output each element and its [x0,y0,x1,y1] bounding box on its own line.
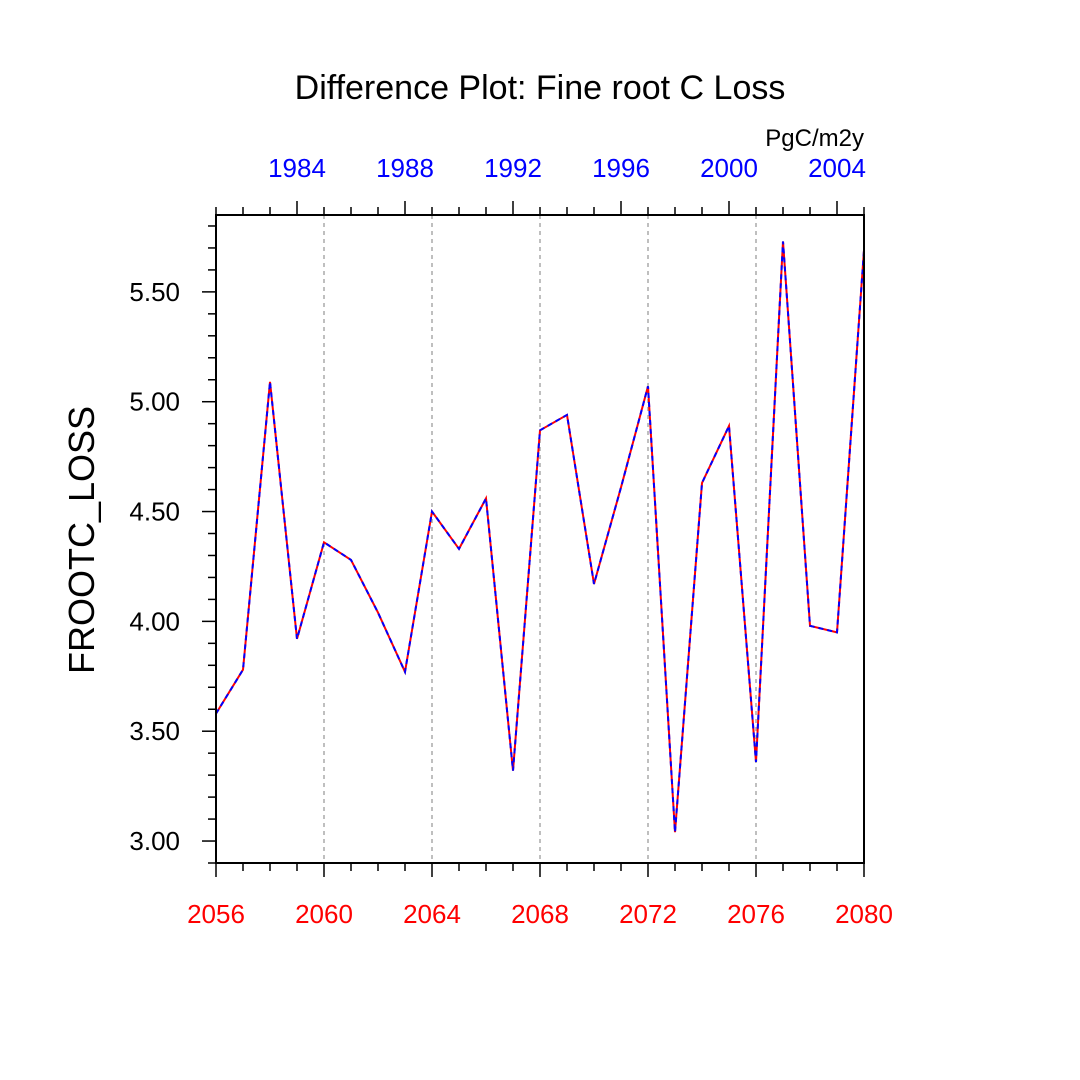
tick-labels: 2056 2060 2064 2068 2072 2076 2080 1984 1988 1992… [129,153,893,929]
data-point-2079 [836,631,838,633]
y-tick-label-2: 4.00 [129,606,180,636]
x-bottom-tick-label-6: 2080 [835,899,893,929]
data-point-2061 [350,559,352,561]
data-point-2062 [377,612,379,614]
grid-lines [323,215,757,863]
y-axis-label: FROOTC_LOSS [61,406,102,674]
data-point-2063 [404,671,406,673]
x-top-tick-label-5: 2004 [808,153,866,183]
data-point-2068 [539,429,541,431]
x-top-tick-label-2: 1992 [484,153,542,183]
x-bottom-tick-label-4: 2072 [619,899,677,929]
data-point-2059 [296,638,298,640]
data-point-2074 [701,482,703,484]
x-bottom-tick-label-2: 2064 [403,899,461,929]
y-tick-label-5: 5.50 [129,277,180,307]
y-tick-label-1: 3.50 [129,716,180,746]
data-point-2077 [782,240,784,242]
data-point-2075 [728,425,730,427]
x-bottom-tick-label-3: 2068 [511,899,569,929]
series-line-blue [215,241,865,833]
plot-frame [215,214,865,864]
x-top-tick-label-4: 2000 [700,153,758,183]
data-point-2064 [431,511,433,513]
y-tick-label-0: 3.00 [129,826,180,856]
x-bottom-tick-label-5: 2076 [727,899,785,929]
series-lines [215,240,865,833]
y-tick-label-3: 4.50 [129,497,180,527]
units-label: PgC/m2y [765,125,864,152]
x-top-tick-label-1: 1988 [376,153,434,183]
y-tick-label-4: 5.00 [129,387,180,417]
data-point-2076 [755,761,757,763]
data-point-2070 [593,583,595,585]
data-point-2071 [620,486,622,488]
data-point-2078 [809,625,811,627]
axis-ticks [202,201,865,877]
data-point-2057 [242,669,244,671]
data-point-2066 [485,497,487,499]
data-point-2073 [674,831,676,833]
data-point-2060 [323,541,325,543]
data-point-2058 [269,381,271,383]
chart-title: Difference Plot: Fine root C Loss [295,69,786,107]
x-top-tick-label-0: 1984 [268,153,326,183]
x-top-tick-label-3: 1996 [592,153,650,183]
x-bottom-tick-label-0: 2056 [187,899,245,929]
data-point-2072 [647,385,649,387]
data-point-2065 [458,548,460,550]
data-point-2067 [512,770,514,772]
x-bottom-tick-label-1: 2060 [295,899,353,929]
data-point-2069 [566,414,568,416]
